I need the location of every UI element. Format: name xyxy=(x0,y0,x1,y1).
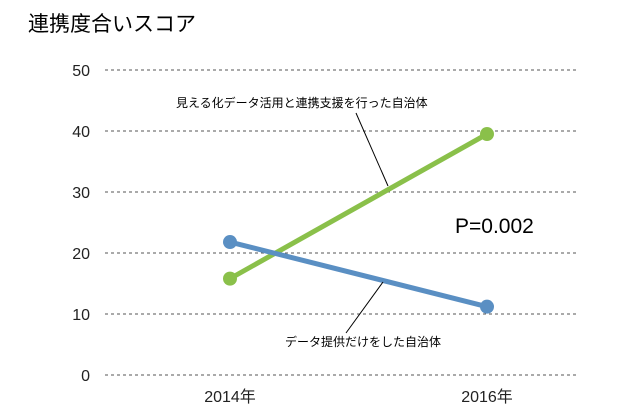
y-tick-label: 0 xyxy=(81,368,90,385)
p-value-label: P=0.002 xyxy=(455,215,534,238)
series-line xyxy=(227,131,490,282)
chart-title: 連携度合いスコア xyxy=(28,12,196,36)
series-lines xyxy=(223,127,494,314)
data-point xyxy=(480,299,494,314)
callout-line xyxy=(355,112,389,187)
series-line xyxy=(227,239,490,310)
y-tick-label: 20 xyxy=(72,246,90,263)
data-point xyxy=(480,127,494,142)
y-tick-label: 30 xyxy=(72,185,90,202)
x-tick-label: 2016年 xyxy=(461,388,513,406)
data-point xyxy=(223,271,237,286)
gridlines xyxy=(105,69,577,376)
series-label: データ提供だけをした自治体 xyxy=(285,334,441,349)
data-point xyxy=(223,235,237,250)
series-label: 見える化データ活用と連携支援を行った自治体 xyxy=(176,95,428,110)
y-axis-ticks: 0 10 20 30 40 50 xyxy=(72,63,90,385)
callout-line xyxy=(345,281,384,334)
y-tick-label: 10 xyxy=(72,307,90,324)
x-tick-label: 2014年 xyxy=(204,388,256,406)
x-axis-ticks: 2014年 2016年 xyxy=(204,388,513,406)
y-tick-label: 40 xyxy=(72,124,90,141)
y-tick-label: 50 xyxy=(72,63,90,80)
